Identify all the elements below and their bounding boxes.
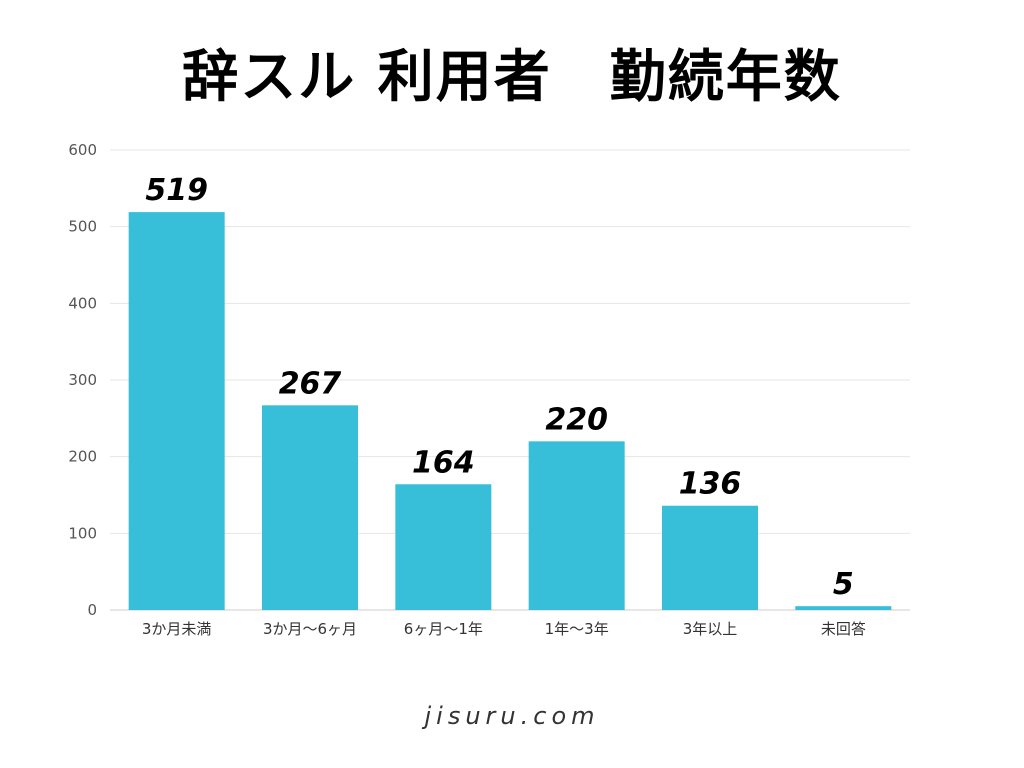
site-url: jisuru.com [424,702,600,730]
y-tick-label: 500 [68,218,97,236]
y-tick-label: 100 [68,524,97,542]
bar-chart: 0 100 200 300 400 500 600 519 267 164 220 136 5 3か月… [68,141,910,638]
x-tick-label: 3か月～6ヶ月 [263,620,357,638]
grid-lines [110,149,910,611]
data-labels: 519 267 164 220 136 5 [145,173,853,602]
data-label: 136 [679,467,742,502]
data-label: 164 [412,445,475,480]
bar [395,484,492,610]
x-tick-label: 3年以上 [683,620,738,638]
chart-title: 辞スル 利用者 勤続年数 [182,45,842,110]
bar [528,441,625,610]
bar [128,212,225,610]
bar [262,405,358,610]
x-tick-label: 1年～3年 [545,620,609,638]
data-label: 220 [545,402,608,437]
y-tick-label: 400 [68,294,97,312]
y-tick-label: 0 [87,601,97,619]
y-tick-label: 300 [68,371,97,389]
x-tick-label: 未回答 [821,620,866,638]
bars [128,212,892,610]
data-label: 267 [279,366,342,401]
x-tick-label: 6ヶ月～1年 [404,620,483,638]
y-tick-label: 200 [68,448,97,466]
data-label: 5 [833,567,854,602]
bar [662,505,758,610]
bar [795,606,892,610]
data-label: 519 [145,173,208,208]
y-axis: 0 100 200 300 400 500 600 [68,141,97,619]
x-tick-label: 3か月未満 [142,620,212,638]
x-axis: 3か月未満 3か月～6ヶ月 6ヶ月～1年 1年～3年 3年以上 未回答 [142,620,866,638]
y-tick-label: 600 [68,141,97,159]
